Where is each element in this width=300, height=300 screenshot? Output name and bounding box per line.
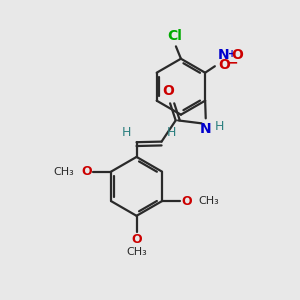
Text: O: O <box>218 58 230 72</box>
Text: O: O <box>82 165 92 178</box>
Text: N: N <box>218 47 229 61</box>
Text: O: O <box>232 47 244 61</box>
Text: H: H <box>167 126 176 139</box>
Text: +: + <box>227 49 236 58</box>
Text: N: N <box>199 122 211 136</box>
Text: −: − <box>226 56 238 70</box>
Text: O: O <box>131 232 142 246</box>
Text: Cl: Cl <box>167 29 182 44</box>
Text: CH₃: CH₃ <box>54 167 74 177</box>
Text: CH₃: CH₃ <box>199 196 219 206</box>
Text: H: H <box>214 120 224 133</box>
Text: O: O <box>181 195 191 208</box>
Text: O: O <box>162 84 174 98</box>
Text: H: H <box>122 126 131 139</box>
Text: CH₃: CH₃ <box>126 247 147 257</box>
